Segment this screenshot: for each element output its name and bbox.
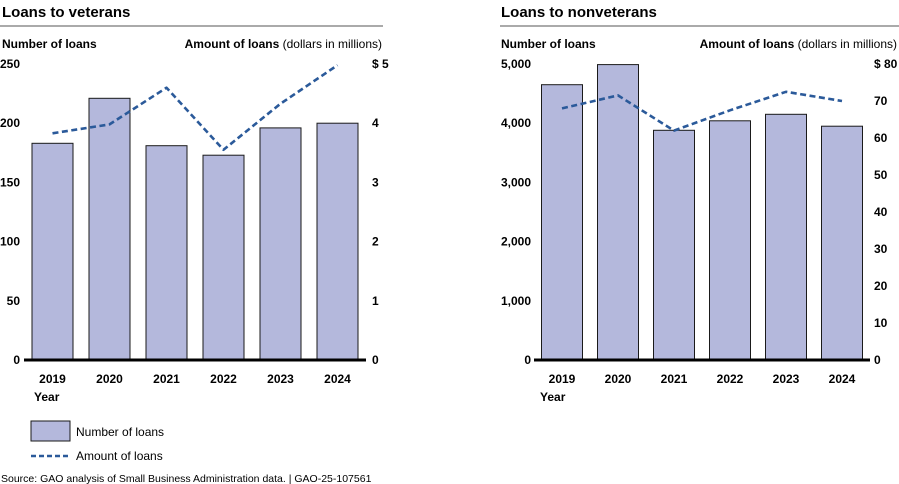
right-tick-label: 4 (372, 116, 379, 130)
bar-2019 (541, 84, 583, 361)
x-tick-label: 2022 (717, 372, 744, 386)
right-tick-label: 1 (372, 294, 379, 308)
left-tick-label: 2,000 (501, 235, 531, 249)
right-tick-label: 20 (874, 279, 888, 293)
left-axis-title: Number of loans (501, 37, 596, 51)
x-tick-label: 2021 (661, 372, 688, 386)
bar-2019 (31, 142, 74, 361)
right-tick-label: 70 (874, 94, 888, 108)
right-tick-label: $ 5 (372, 57, 389, 71)
left-tick-label: 100 (0, 235, 20, 249)
bar-2021 (653, 129, 695, 361)
bar-2020 (597, 64, 639, 361)
left-tick-label: 0 (13, 353, 20, 367)
x-tick-label: 2024 (324, 372, 351, 386)
right-tick-label: 50 (874, 168, 888, 182)
bar-2021 (145, 145, 188, 361)
right-axis-unit: (dollars in millions) (279, 37, 382, 51)
x-tick-label: 2021 (153, 372, 180, 386)
left-tick-label: 3,000 (501, 175, 531, 189)
x-tick-label: 2023 (267, 372, 294, 386)
right-axis-title: Amount of loans (dollars in millions) (700, 37, 897, 51)
right-tick-label: 2 (372, 235, 379, 249)
legend-bar-swatch (30, 420, 71, 442)
x-tick-label: 2023 (773, 372, 800, 386)
right-tick-label: 30 (874, 242, 888, 256)
legend-line-label: Amount of loans (76, 449, 163, 463)
right-tick-label: 10 (874, 316, 888, 330)
left-tick-label: 200 (0, 116, 20, 130)
chart-title: Loans to veterans (2, 4, 130, 21)
right-tick-label: 0 (372, 353, 379, 367)
right-tick-label: 40 (874, 205, 888, 219)
bar-2022 (709, 120, 751, 361)
right-tick-label: $ 80 (874, 57, 898, 71)
x-axis-title: Year (34, 390, 60, 404)
bar-2024 (316, 122, 359, 361)
amount-line (561, 90, 843, 132)
chart-panel-2: Loans to nonveterans Number of loans Amoun… (500, 4, 899, 404)
x-axis-title: Year (540, 390, 566, 404)
right-tick-label: 3 (372, 175, 379, 189)
chart-title: Loans to nonveterans (501, 4, 657, 21)
right-axis-title-main: Amount of loans (185, 37, 280, 51)
legend-bar-label: Number of loans (76, 425, 164, 439)
left-tick-label: 4,000 (501, 116, 531, 130)
bar-2023 (259, 127, 302, 361)
x-tick-label: 2022 (210, 372, 237, 386)
source-note: Source: GAO analysis of Small Business A… (1, 473, 372, 484)
left-axis-title: Number of loans (2, 37, 97, 51)
x-tick-label: 2020 (96, 372, 123, 386)
right-axis-unit: (dollars in millions) (794, 37, 897, 51)
bar-2022 (202, 154, 245, 361)
left-tick-label: 250 (0, 57, 20, 71)
x-tick-label: 2020 (605, 372, 632, 386)
bar-2023 (765, 113, 807, 361)
right-tick-label: 60 (874, 131, 888, 145)
legend: Number of loans Amount of loans (30, 420, 164, 463)
left-tick-label: 1,000 (501, 294, 531, 308)
left-tick-label: 50 (7, 294, 21, 308)
x-tick-label: 2024 (829, 372, 856, 386)
left-tick-label: 5,000 (501, 57, 531, 71)
right-axis-title: Amount of loans (dollars in millions) (185, 37, 382, 51)
right-tick-label: 0 (874, 353, 881, 367)
right-axis-title-main: Amount of loans (700, 37, 795, 51)
amount-line (52, 64, 339, 152)
x-tick-label: 2019 (549, 372, 576, 386)
x-tick-label: 2019 (39, 372, 66, 386)
chart-panel-1: Loans to veterans Number of loans Amount o… (0, 4, 389, 404)
bar-2024 (821, 125, 863, 361)
bar-2020 (88, 97, 131, 361)
left-tick-label: 150 (0, 175, 20, 189)
left-tick-label: 0 (524, 353, 531, 367)
